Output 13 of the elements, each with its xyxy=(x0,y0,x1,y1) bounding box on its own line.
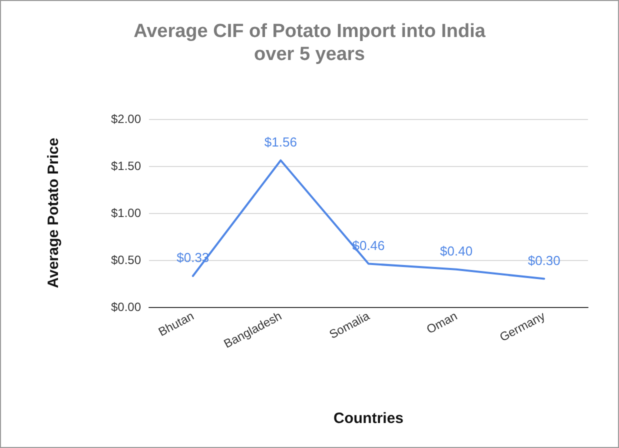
y-axis-title: Average Potato Price xyxy=(45,138,62,288)
x-tick-label: Oman xyxy=(424,308,460,336)
data-label: $0.46 xyxy=(352,238,385,253)
data-label: $0.40 xyxy=(440,243,473,258)
data-label: $1.56 xyxy=(264,134,297,150)
chart-title: Average CIF of Potato Import into India over 5 years xyxy=(134,21,486,65)
y-tick-label: $0.00 xyxy=(110,300,142,314)
y-tick-label: $2.00 xyxy=(110,112,142,126)
y-tick-label: $1.50 xyxy=(110,159,142,173)
y-tick-label: $1.00 xyxy=(110,206,142,220)
y-tick-label: $0.50 xyxy=(110,253,142,267)
data-label: $0.30 xyxy=(528,252,560,268)
x-axis-title: Countries xyxy=(333,410,404,427)
